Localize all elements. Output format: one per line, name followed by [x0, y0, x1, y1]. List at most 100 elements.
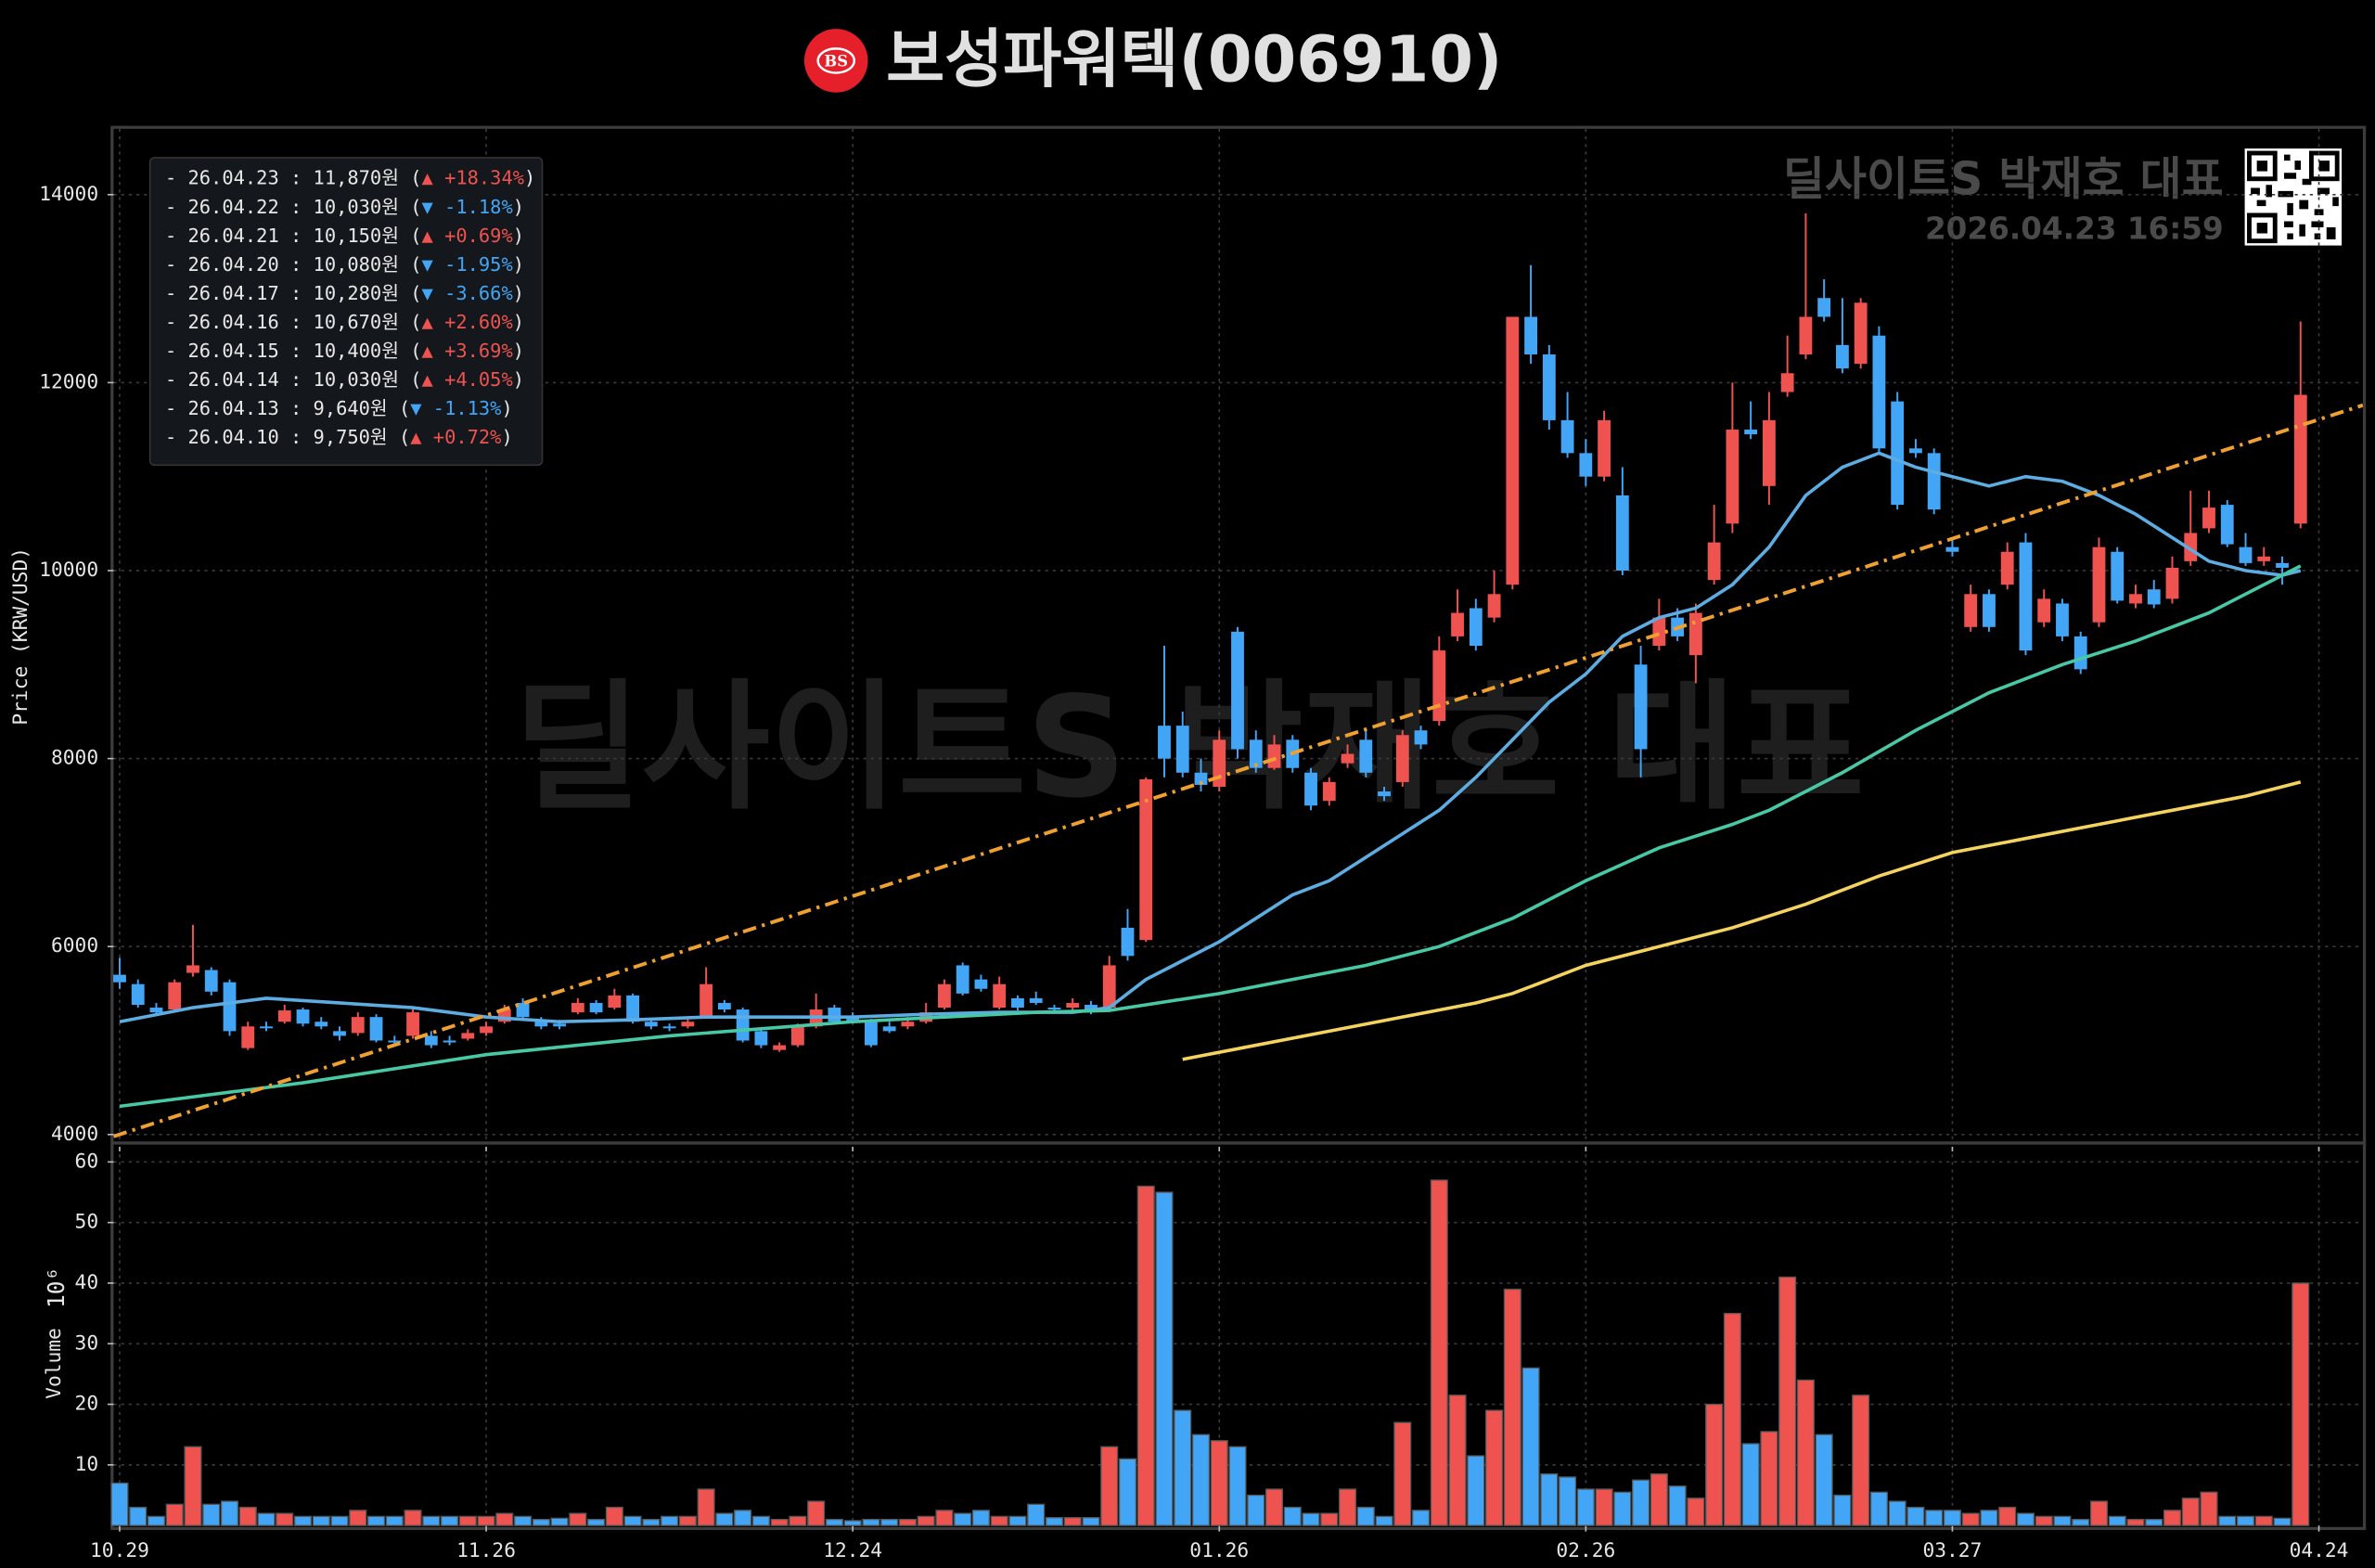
y-tick-label: 50: [75, 1211, 99, 1234]
volume-bar: [238, 1506, 257, 1526]
candle-body: [846, 1017, 860, 1022]
moving-average: [1182, 780, 2302, 1061]
candle-body: [1158, 726, 1171, 759]
legend-end: ): [513, 225, 524, 247]
candle-body: [626, 995, 640, 1022]
legend-change: ▲ +0.72%: [410, 426, 501, 448]
candle-body: [1029, 997, 1043, 1003]
x-tick-label: 02.26: [1556, 1539, 1615, 1562]
volume-bar: [532, 1519, 550, 1526]
candle-body: [1341, 753, 1354, 764]
volume-bar: [110, 1482, 129, 1526]
x-tick-label: 03.27: [1922, 1539, 1982, 1562]
volume-bar: [312, 1515, 330, 1526]
volume-bar: [1778, 1276, 1797, 1526]
volume-bar: [1448, 1394, 1467, 1526]
candle-body: [296, 1009, 310, 1024]
candle-body: [1524, 316, 1537, 354]
candle-body: [1817, 298, 1831, 317]
volume-bar: [349, 1510, 367, 1526]
candle-body: [204, 970, 218, 992]
volume-bar: [2200, 1491, 2218, 1526]
legend-row: - 26.04.17 : 10,280원 (▼ -3.66%): [165, 282, 524, 304]
candle-body: [1395, 735, 1409, 782]
candle-body: [571, 1002, 584, 1013]
volume-bar: [2273, 1517, 2292, 1526]
legend-row: - 26.04.20 : 10,080원 (▼ -1.95%): [165, 253, 524, 276]
legend-row: - 26.04.13 : 9,640원 (▼ -1.13%): [165, 397, 513, 419]
volume-bar: [1082, 1517, 1100, 1526]
candle-body: [864, 1022, 878, 1046]
volume-bar: [2089, 1500, 2109, 1526]
volume-bar: [1228, 1446, 1247, 1526]
candle-body: [1542, 353, 1556, 420]
candle-body: [882, 1026, 896, 1032]
candle-body: [736, 1009, 750, 1041]
volume-bar: [1559, 1476, 1577, 1526]
x-tick-label: 04.24: [2290, 1539, 2349, 1562]
candle-body: [553, 1023, 566, 1027]
volume-bar: [2016, 1512, 2035, 1526]
volume-bar: [1118, 1458, 1137, 1526]
candle-body: [1762, 419, 1776, 486]
candle-body: [1267, 744, 1281, 768]
candle-body: [1139, 778, 1153, 941]
volume-bar: [276, 1512, 294, 1526]
volume-bar: [1393, 1421, 1412, 1526]
volume-bar: [917, 1515, 935, 1526]
candle-body: [754, 1031, 768, 1046]
volume-bar: [2218, 1515, 2237, 1526]
volume-bar: [2126, 1519, 2145, 1526]
volume-bar: [661, 1515, 679, 1526]
candle-body: [1487, 594, 1501, 618]
legend-change: ▼ -1.95%: [422, 253, 513, 276]
legend-end: ): [501, 397, 512, 419]
volume-bar: [1815, 1433, 1833, 1526]
volume-bar: [935, 1510, 954, 1526]
candle-body: [1652, 617, 1666, 647]
volume-bar: [843, 1520, 862, 1526]
volume-bar: [458, 1515, 477, 1526]
candle-body: [2165, 567, 2179, 599]
volume-bar: [1045, 1517, 1063, 1526]
candle-body: [315, 1022, 328, 1027]
volume-bar: [1265, 1488, 1284, 1526]
candle-body: [993, 983, 1007, 1009]
volume-bar: [697, 1488, 715, 1526]
volume-bar: [1540, 1473, 1559, 1526]
y-tick-label: 20: [75, 1393, 99, 1416]
volume-bar: [1338, 1488, 1357, 1526]
volume-bar: [1302, 1512, 1320, 1526]
logo-text: BS: [824, 53, 848, 71]
candle-body: [1102, 965, 1116, 1009]
legend-end: ): [513, 340, 524, 362]
volume-bar: [1320, 1512, 1339, 1526]
candle-body: [1121, 927, 1135, 957]
legend-row: - 26.04.21 : 10,150원 (▲ +0.69%): [165, 225, 524, 247]
candle-body: [1835, 344, 1849, 369]
chart-title: 보성파워텍(006910): [886, 23, 1502, 97]
candle-body: [1688, 612, 1702, 656]
candle-body: [2276, 562, 2289, 568]
candle-body: [424, 1035, 438, 1046]
volume-bar: [495, 1512, 514, 1526]
candle-body: [1744, 430, 1758, 435]
candle-body: [662, 1026, 676, 1029]
volume-bar: [971, 1510, 990, 1526]
volume-bar: [1668, 1485, 1687, 1526]
candle-body: [717, 1002, 731, 1010]
volume-bar: [862, 1519, 880, 1526]
candle-body: [901, 1022, 915, 1027]
volume-bar: [880, 1519, 899, 1526]
candle-body: [1964, 594, 1978, 627]
x-tick-label: 12.24: [823, 1539, 882, 1562]
candle-body: [1780, 373, 1794, 392]
y-tick-label: 8000: [51, 747, 98, 770]
volume-bar: [1283, 1506, 1302, 1526]
volume-bar: [1613, 1491, 1632, 1526]
legend-label: - 26.04.14 : 10,030원 (: [165, 368, 422, 391]
volume-bar: [1136, 1185, 1155, 1526]
volume-bar: [734, 1510, 752, 1526]
